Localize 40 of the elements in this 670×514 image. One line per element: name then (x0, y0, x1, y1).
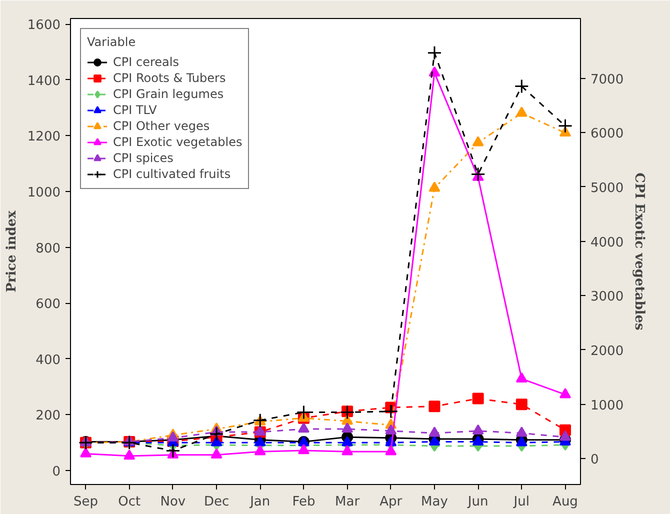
y-tick-label: 0 (52, 464, 61, 480)
x-tick-label: Nov (160, 494, 186, 510)
x-tick-label: Sep (74, 494, 98, 510)
legend-label: CPI Other veges (113, 118, 210, 134)
y2-tick-label: 0 (590, 452, 599, 468)
y2-tick-label: 2000 (590, 344, 624, 359)
x-tick-label: Apr (380, 494, 403, 510)
x-tick-label: Dec (204, 494, 230, 510)
y-tick-label: 1200 (27, 130, 61, 145)
y2-tick-label: 7000 (590, 72, 624, 88)
legend-label: CPI cereals (113, 54, 179, 70)
y2-tick-label: 6000 (590, 126, 624, 142)
legend-label: CPI Roots & Tubers (113, 70, 226, 86)
x-tick-label: Jan (249, 494, 270, 510)
y-tick-label: 1400 (27, 74, 61, 89)
y-tick-label: 600 (36, 297, 61, 312)
legend-label: CPI Grain legumes (113, 86, 224, 102)
y2-tick-label: 4000 (590, 235, 624, 250)
y2-tick-label: 1000 (590, 398, 624, 414)
x-tick-label: Feb (292, 494, 316, 510)
x-tick-label: Jul (512, 494, 530, 510)
y-tick-label: 1600 (27, 18, 61, 34)
x-tick-label: Oct (118, 494, 141, 510)
x-tick-label: Mar (335, 494, 360, 510)
legend-label: CPI spices (113, 150, 174, 166)
x-tick-label: Aug (552, 494, 578, 510)
y2-tick-label: 3000 (590, 290, 624, 305)
x-tick-label: May (421, 494, 448, 510)
legend-title: Variable (87, 35, 137, 49)
legend-label: CPI TLV (113, 102, 157, 118)
y-tick-label: 200 (36, 408, 61, 424)
legend-label: CPI Exotic vegetables (113, 134, 242, 150)
y2-tick-label: 5000 (590, 180, 624, 196)
y-axis-title: Price index (4, 210, 20, 292)
legend-label: CPI cultivated fruits (113, 166, 231, 182)
x-tick-label: Jun (466, 494, 488, 510)
y-tick-label: 400 (36, 352, 61, 368)
y-tick-label: 800 (36, 241, 61, 256)
y2-axis-title: CPI Exotic vegetables (632, 172, 647, 330)
y-tick-label: 1000 (27, 186, 61, 201)
